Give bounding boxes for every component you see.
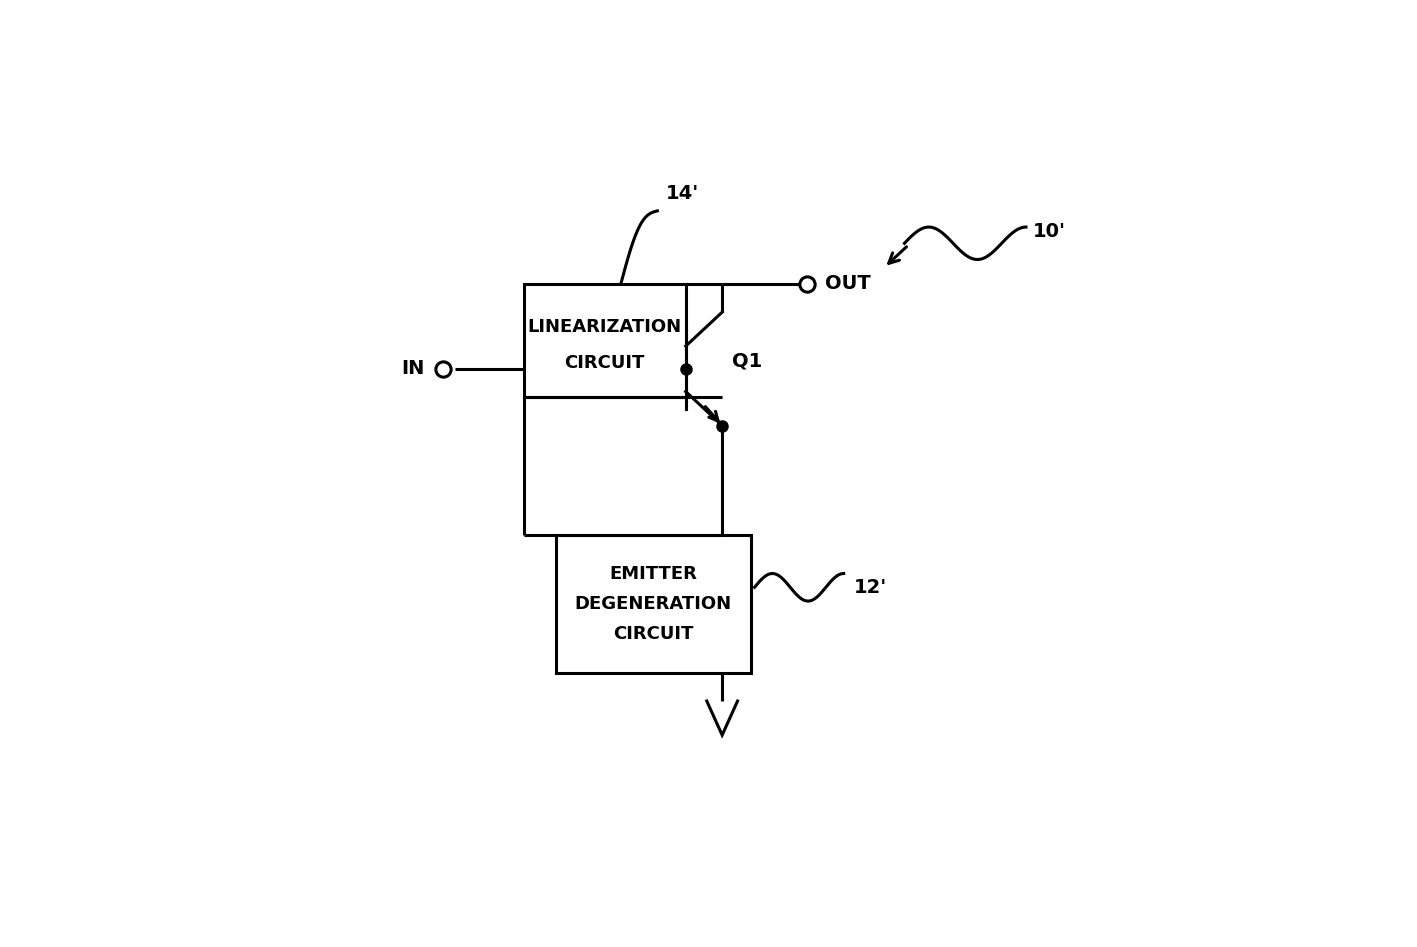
Text: IN: IN (401, 359, 425, 379)
Text: CIRCUIT: CIRCUIT (614, 625, 693, 643)
Text: 14': 14' (666, 184, 699, 203)
Text: 12': 12' (853, 578, 887, 597)
Text: 10': 10' (1033, 222, 1066, 241)
Text: OUT: OUT (825, 275, 871, 294)
Text: LINEARIZATION: LINEARIZATION (527, 318, 682, 336)
Text: DEGENERATION: DEGENERATION (575, 595, 731, 613)
Bar (524, 284, 686, 397)
Bar (555, 535, 751, 672)
Text: EMITTER: EMITTER (609, 564, 697, 582)
Text: CIRCUIT: CIRCUIT (564, 354, 645, 372)
Text: Q1: Q1 (733, 351, 762, 370)
